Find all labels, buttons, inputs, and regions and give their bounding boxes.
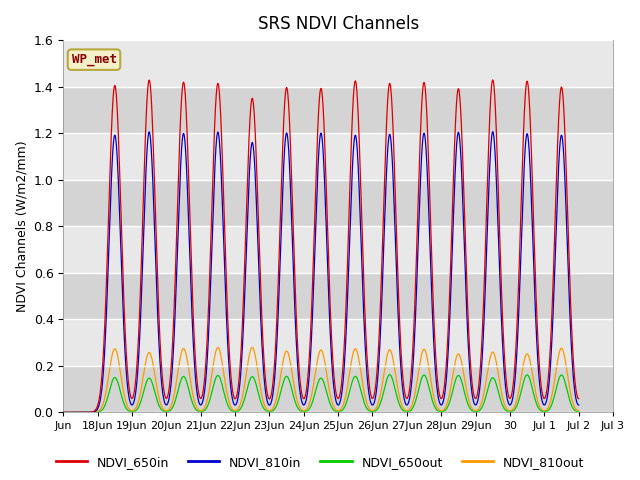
Y-axis label: NDVI Channels (W/m2/mm): NDVI Channels (W/m2/mm): [15, 141, 28, 312]
Bar: [63, 133, 613, 180]
Bar: [63, 40, 613, 87]
Legend: NDVI_650in, NDVI_810in, NDVI_650out, NDVI_810out: NDVI_650in, NDVI_810in, NDVI_650out, NDV…: [51, 451, 589, 474]
Text: WP_met: WP_met: [72, 53, 116, 66]
Bar: [63, 226, 613, 273]
Bar: [63, 273, 613, 319]
Bar: [63, 87, 613, 133]
Bar: [63, 366, 613, 412]
Title: SRS NDVI Channels: SRS NDVI Channels: [257, 15, 419, 33]
Bar: [63, 319, 613, 366]
Bar: [63, 180, 613, 226]
